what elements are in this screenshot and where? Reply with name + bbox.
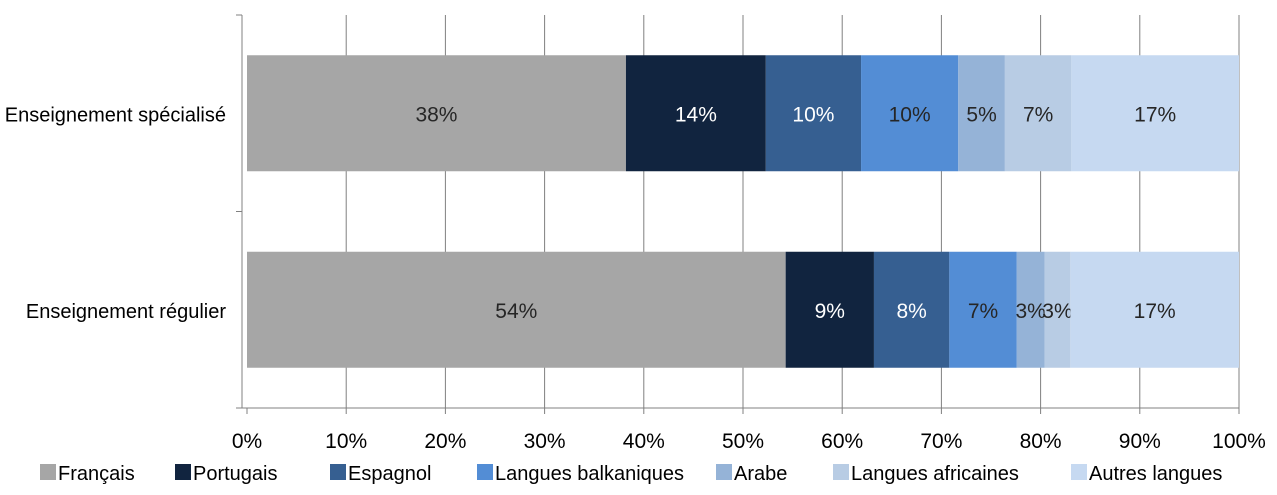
data-label-langues-africaines-enseignement-regulier: 3% <box>1042 300 1072 323</box>
bar-espagnol-enseignement-regulier <box>873 251 950 368</box>
data-label-langues-balkaniques-enseignement-specialise: 10% <box>889 103 931 126</box>
data-label-francais-enseignement-regulier: 54% <box>495 300 537 323</box>
bar-autres-langues-enseignement-specialise <box>1071 55 1239 172</box>
bar-portugais-enseignement-specialise <box>625 55 766 172</box>
data-label-arabe-enseignement-regulier: 3% <box>1016 300 1046 323</box>
x-tick-label-6: 60% <box>821 430 863 453</box>
x-tick-label-9: 90% <box>1119 430 1161 453</box>
legend-swatch-autres-langues <box>1071 464 1087 480</box>
x-tick-label-1: 10% <box>325 430 367 453</box>
bar-espagnol-enseignement-specialise <box>765 55 862 172</box>
legend-label-arabe: Arabe <box>734 463 787 485</box>
legend-swatch-langues-africaines <box>833 464 849 480</box>
legend-swatch-espagnol <box>330 464 346 480</box>
legend-label-francais: Français <box>58 463 135 485</box>
legend-label-autres-langues: Autres langues <box>1089 463 1222 485</box>
data-label-langues-africaines-enseignement-specialise: 7% <box>1023 103 1053 126</box>
legend-swatch-arabe <box>716 464 732 480</box>
legend-swatch-francais <box>40 464 56 480</box>
x-tick-label-10: 100% <box>1212 430 1266 453</box>
category-label-enseignement-specialise: Enseignement spécialisé <box>5 104 226 126</box>
bar-langues-balkaniques-enseignement-regulier <box>949 251 1017 368</box>
data-label-autres-langues-enseignement-specialise: 17% <box>1134 103 1176 126</box>
x-tick-label-8: 80% <box>1020 430 1062 453</box>
x-tick-label-4: 40% <box>623 430 665 453</box>
legend-label-langues-africaines: Langues africaines <box>851 463 1019 485</box>
bar-autres-langues-enseignement-regulier <box>1070 251 1239 368</box>
bar-langues-africaines-enseignement-specialise <box>1004 55 1072 172</box>
bar-arabe-enseignement-regulier <box>1016 251 1045 368</box>
bar-francais-enseignement-specialise <box>247 55 626 172</box>
bar-portugais-enseignement-regulier <box>785 251 874 368</box>
data-label-autres-langues-enseignement-regulier: 17% <box>1134 300 1176 323</box>
legend-label-langues-balkaniques: Langues balkaniques <box>495 463 684 485</box>
data-label-espagnol-enseignement-specialise: 10% <box>792 103 834 126</box>
data-label-portugais-enseignement-regulier: 9% <box>815 300 845 323</box>
bar-langues-africaines-enseignement-regulier <box>1044 251 1071 368</box>
category-label-enseignement-regulier: Enseignement régulier <box>26 301 226 323</box>
data-label-arabe-enseignement-specialise: 5% <box>966 103 996 126</box>
bar-arabe-enseignement-specialise <box>958 55 1005 172</box>
data-label-espagnol-enseignement-regulier: 8% <box>896 300 926 323</box>
legend-label-portugais: Portugais <box>193 463 278 485</box>
x-tick-label-0: 0% <box>232 430 262 453</box>
legend-swatch-langues-balkaniques <box>477 464 493 480</box>
bar-langues-balkaniques-enseignement-specialise <box>861 55 959 172</box>
data-label-portugais-enseignement-specialise: 14% <box>675 103 717 126</box>
legend-swatch-portugais <box>175 464 191 480</box>
x-tick-label-7: 70% <box>920 430 962 453</box>
legend-label-espagnol: Espagnol <box>348 463 431 485</box>
data-label-francais-enseignement-specialise: 38% <box>415 103 457 126</box>
bar-francais-enseignement-regulier <box>247 251 786 368</box>
x-tick-label-3: 30% <box>524 430 566 453</box>
x-tick-label-5: 50% <box>722 430 764 453</box>
x-tick-label-2: 20% <box>424 430 466 453</box>
data-label-langues-balkaniques-enseignement-regulier: 7% <box>968 300 998 323</box>
